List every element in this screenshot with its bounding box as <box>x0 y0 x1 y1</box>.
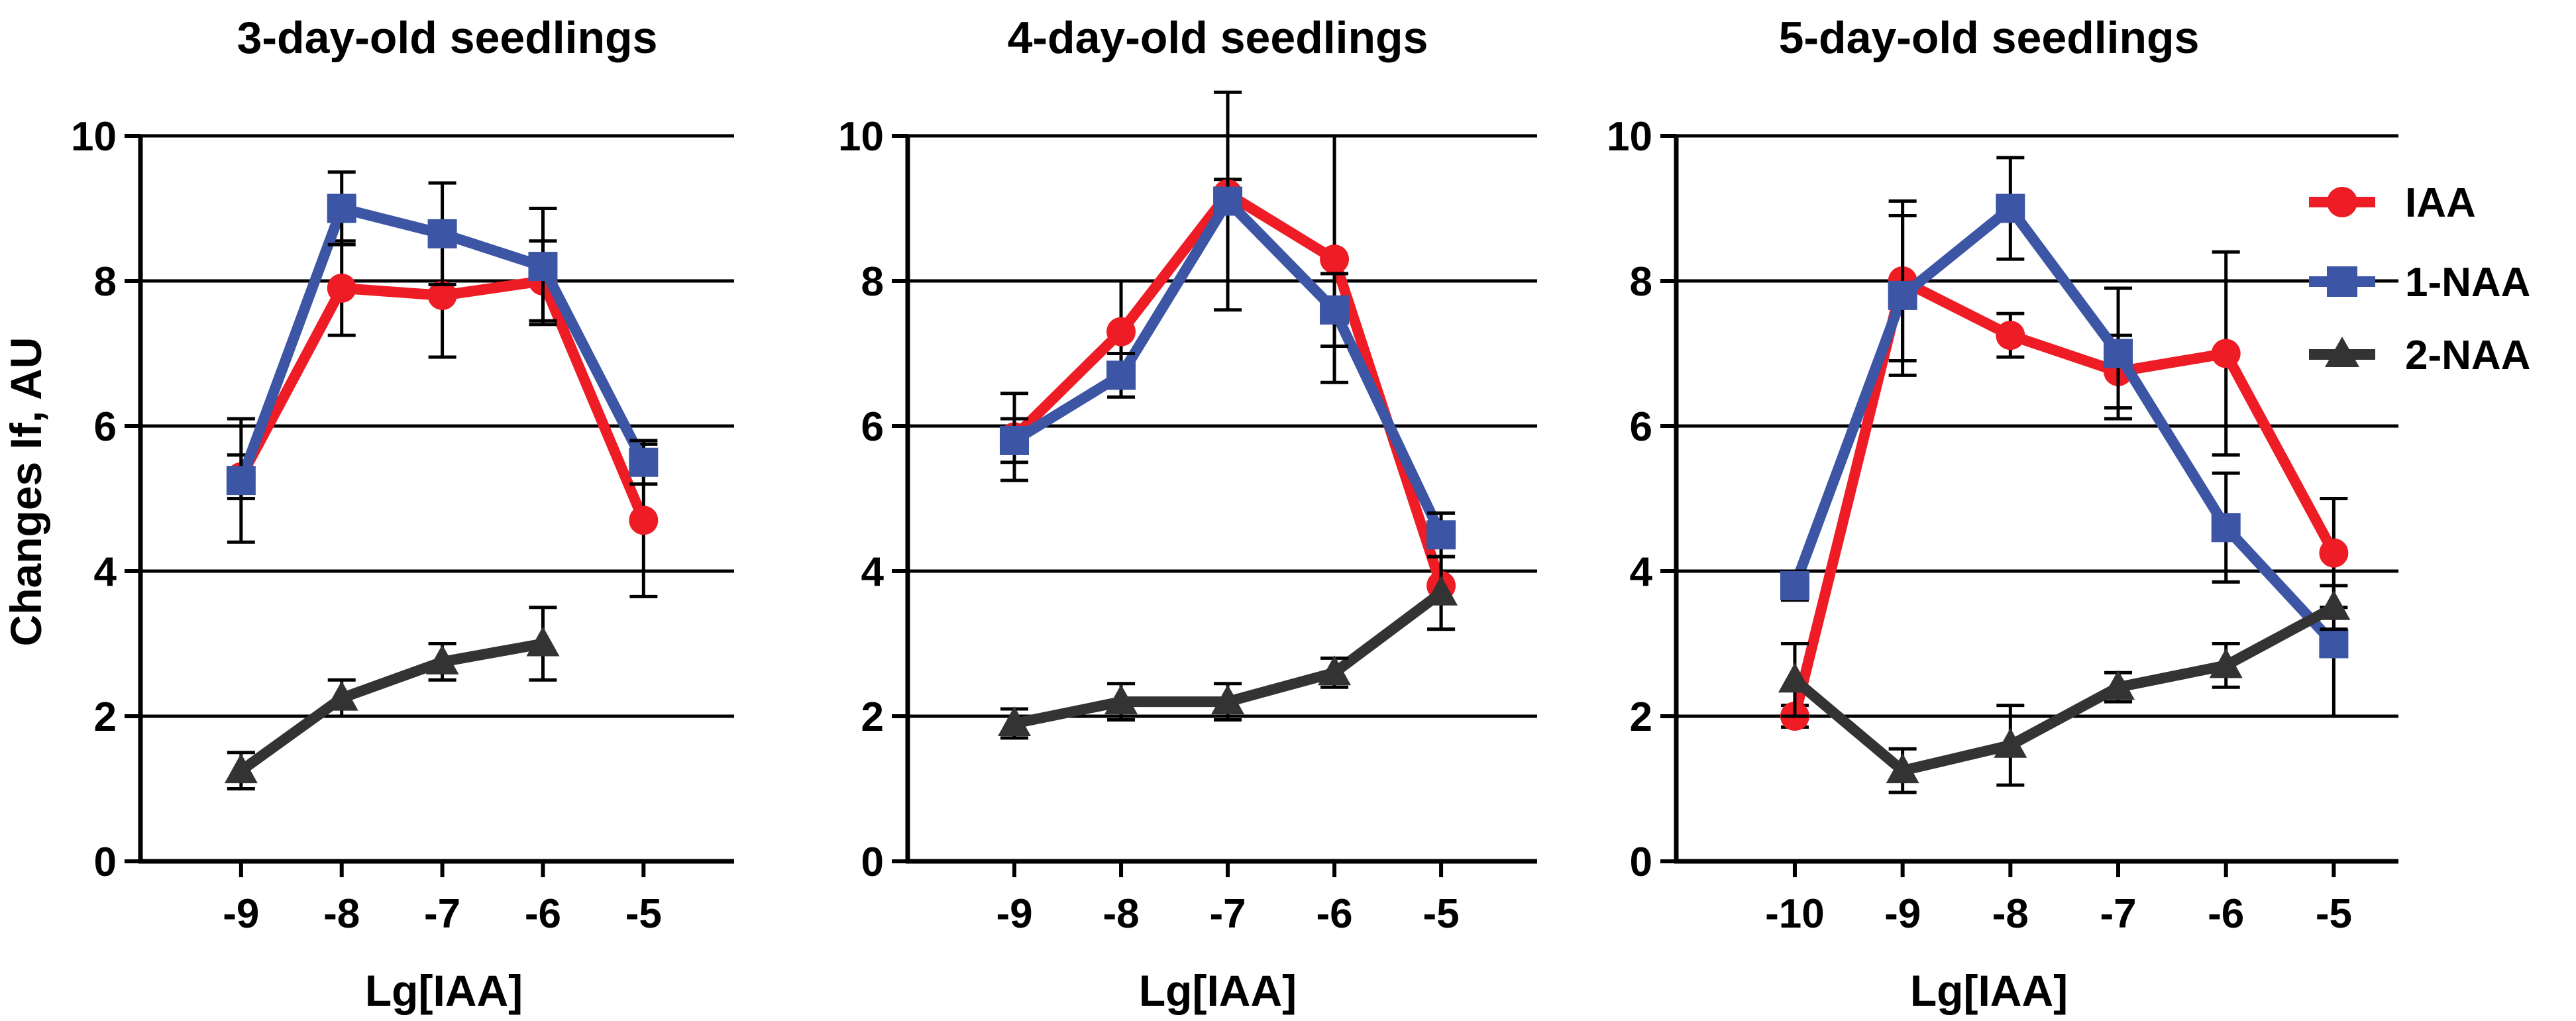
legend-item-2-naa: 2-NAA <box>2309 333 2530 378</box>
data-point-2-naa <box>2209 648 2243 678</box>
data-point-2-naa <box>526 626 560 657</box>
data-point-1-naa <box>1996 193 2025 223</box>
legend-item-iaa: IAA <box>2309 180 2476 226</box>
y-tick-label: 4 <box>94 549 117 595</box>
data-point-1-naa <box>1106 360 1136 390</box>
x-tick-label: -8 <box>323 891 360 937</box>
y-tick-label: 2 <box>1630 694 1652 740</box>
y-tick-label: 0 <box>1630 839 1652 885</box>
chart-title: 5-day-old seedlings <box>1779 13 2200 63</box>
y-tick-label: 6 <box>861 404 884 450</box>
x-axis-label: Lg[IAA] <box>1910 966 2068 1015</box>
panel-4-day: 4-day-old seedlings Lg[IAA] 0 2 4 6 8 10 -9 -8 -… <box>838 13 1537 1015</box>
data-point-2-naa <box>2102 670 2135 700</box>
panel-3-day: 3-day-old seedlings Lg[IAA] 0 2 4 6 8 10 -9 -8 -… <box>71 13 734 1015</box>
legend-circle-marker <box>2327 187 2357 217</box>
series-line-1-naa <box>1790 203 2338 647</box>
data-point-2-naa <box>224 753 258 784</box>
y-tick-label: 8 <box>861 259 884 305</box>
x-tick-label: -6 <box>525 891 561 937</box>
data-point-iaa <box>427 280 457 310</box>
legend-item-1-naa: 1-NAA <box>2309 260 2530 305</box>
y-tick-label: 8 <box>94 259 117 305</box>
x-tick-label: -9 <box>223 891 259 937</box>
y-tick-label: 10 <box>71 114 117 160</box>
legend-label-1-naa: 1-NAA <box>2405 260 2530 305</box>
x-tick-label: -9 <box>1884 891 1921 937</box>
data-point-iaa <box>1996 321 2025 350</box>
x-tick-label: -7 <box>424 891 460 937</box>
data-point-2-naa <box>1994 727 2027 758</box>
data-point-iaa <box>2319 538 2349 568</box>
data-point-2-naa <box>325 680 358 711</box>
data-point-iaa <box>1106 317 1136 347</box>
x-tick-label: -5 <box>1423 891 1460 937</box>
y-tick-label: 4 <box>1630 549 1653 595</box>
data-point-1-naa <box>427 219 457 248</box>
data-point-iaa <box>629 506 659 535</box>
data-point-1-naa <box>1000 425 1030 455</box>
data-point-2-naa <box>1886 753 1919 784</box>
legend-triangle-marker <box>2325 337 2359 367</box>
data-point-2-naa <box>425 644 459 674</box>
data-point-1-naa <box>629 447 659 477</box>
data-point-1-naa <box>528 252 558 282</box>
y-tick-label: 10 <box>1607 114 1652 160</box>
data-point-1-naa <box>1888 280 1917 310</box>
x-tick-label: -9 <box>996 891 1032 937</box>
x-tick-label: -7 <box>2100 891 2136 937</box>
y-tick-label: 2 <box>94 694 117 740</box>
data-point-1-naa <box>327 193 356 223</box>
chart-title: 4-day-old seedlings <box>1008 13 1428 63</box>
x-tick-label: -6 <box>2208 891 2244 937</box>
panel-5-day: 5-day-old seedlings Lg[IAA] 0 2 4 6 8 10 -10 -9… <box>1607 13 2398 1015</box>
data-point-1-naa <box>1213 186 1243 216</box>
series-line-2-naa <box>238 638 544 775</box>
y-tick-label: 2 <box>861 694 884 740</box>
data-point-iaa <box>327 273 356 303</box>
x-tick-label: -5 <box>2316 891 2352 937</box>
x-tick-label: -8 <box>1102 891 1139 937</box>
x-tick-label: -7 <box>1209 891 1246 937</box>
data-point-1-naa <box>2104 339 2133 368</box>
legend: IAA 1-NAA 2-NAA <box>2309 180 2530 378</box>
x-tick-label: -6 <box>1316 891 1352 937</box>
data-point-iaa <box>1320 244 1350 274</box>
x-axis-label: Lg[IAA] <box>365 966 523 1015</box>
data-point-2-naa <box>998 706 1032 736</box>
y-tick-label: 8 <box>1630 259 1652 305</box>
x-tick-label: -10 <box>1765 891 1825 937</box>
data-point-2-naa <box>2317 590 2351 620</box>
data-point-1-naa <box>1320 295 1350 325</box>
chart-title: 3-day-old seedlings <box>237 13 658 63</box>
legend-label-iaa: IAA <box>2405 180 2476 226</box>
data-point-1-naa <box>2319 629 2349 659</box>
legend-square-marker <box>2327 266 2357 297</box>
x-tick-label: -5 <box>625 891 662 937</box>
y-tick-label: 10 <box>838 114 884 160</box>
legend-label-2-naa: 2-NAA <box>2405 333 2530 378</box>
data-point-1-naa <box>1426 520 1456 550</box>
x-tick-label: -8 <box>1992 891 2029 937</box>
data-point-2-naa <box>1104 684 1138 715</box>
data-point-1-naa <box>226 466 256 496</box>
data-point-2-naa <box>1211 684 1245 715</box>
series-line-2-naa <box>1791 602 2337 777</box>
y-tick-label: 6 <box>94 404 117 450</box>
data-point-2-naa <box>1778 663 1811 693</box>
y-tick-label: 0 <box>861 839 884 885</box>
data-point-iaa <box>2211 339 2241 368</box>
y-tick-label: 4 <box>861 549 885 595</box>
data-point-1-naa <box>2211 513 2241 543</box>
data-point-2-naa <box>1424 575 1458 606</box>
data-point-1-naa <box>1780 570 1809 600</box>
y-axis-label: Changes If, AU <box>1 337 50 647</box>
x-axis-label: Lg[IAA] <box>1139 966 1297 1015</box>
data-point-2-naa <box>1318 655 1352 686</box>
y-tick-label: 6 <box>1630 404 1652 450</box>
y-tick-label: 0 <box>94 839 117 885</box>
